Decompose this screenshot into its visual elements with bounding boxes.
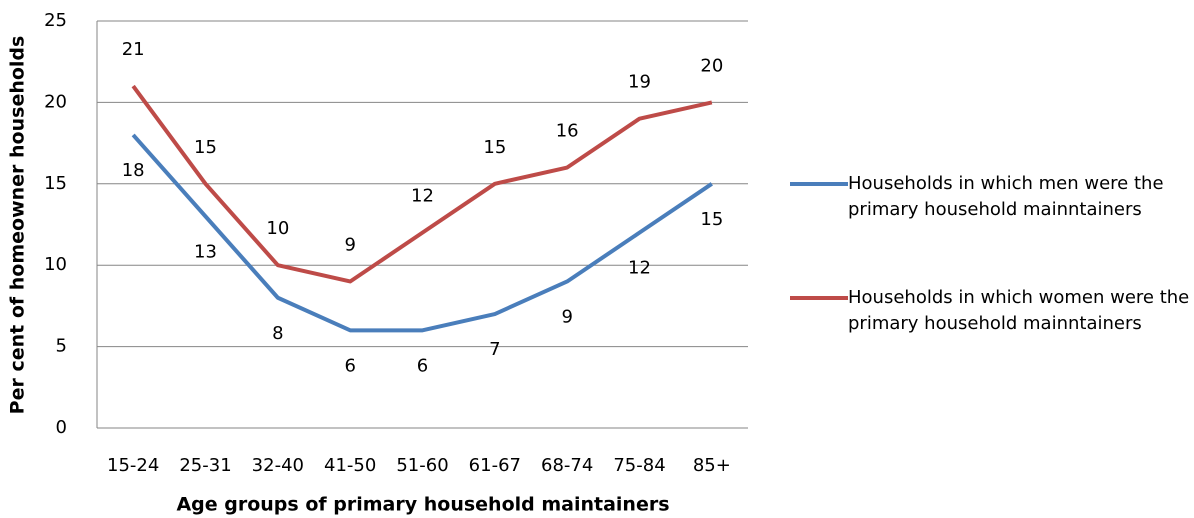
series-line [131,84,713,284]
data-label: 7 [489,339,500,360]
x-axis-title: Age groups of primary household maintain… [176,494,669,516]
data-label: 15 [483,137,506,158]
data-label: 15 [700,209,723,230]
y-tick-label: 20 [44,91,67,112]
data-label: 9 [561,306,572,327]
x-tick-label: 85+ [693,455,731,476]
y-tick-label: 0 [56,417,67,438]
y-axis-title: Per cent of homeowner households [7,36,29,415]
data-label: 19 [628,72,651,93]
series-line [131,133,713,333]
data-label: 21 [122,39,145,60]
data-label: 8 [272,323,283,344]
x-tick-label: 41-50 [324,455,376,476]
legend-label: Households in which men were the primary… [848,173,1164,220]
x-tick-label: 51-60 [396,455,448,476]
data-label: 12 [411,186,434,207]
data-label: 10 [266,218,289,239]
x-tick-label: 61-67 [469,455,521,476]
data-label: 15 [194,137,217,158]
data-label: 12 [628,258,651,279]
x-tick-label: 32-40 [252,455,304,476]
y-tick-label: 10 [44,254,67,275]
y-tick-label: 25 [44,10,67,31]
legend-label: Households in which women were the prima… [848,287,1190,334]
x-tick-label: 75-84 [613,455,665,476]
x-tick-label: 15-24 [107,455,159,476]
data-label: 6 [344,355,355,376]
y-tick-label: 5 [56,336,67,357]
x-tick-label: 68-74 [541,455,593,476]
y-tick-label: 15 [44,173,67,194]
data-label: 13 [194,241,217,262]
data-label: 9 [344,234,355,255]
data-label: 6 [417,355,428,376]
data-label: 20 [700,55,723,76]
x-tick-label: 25-31 [179,455,231,476]
data-label: 16 [556,121,579,142]
data-label: 18 [122,160,145,181]
